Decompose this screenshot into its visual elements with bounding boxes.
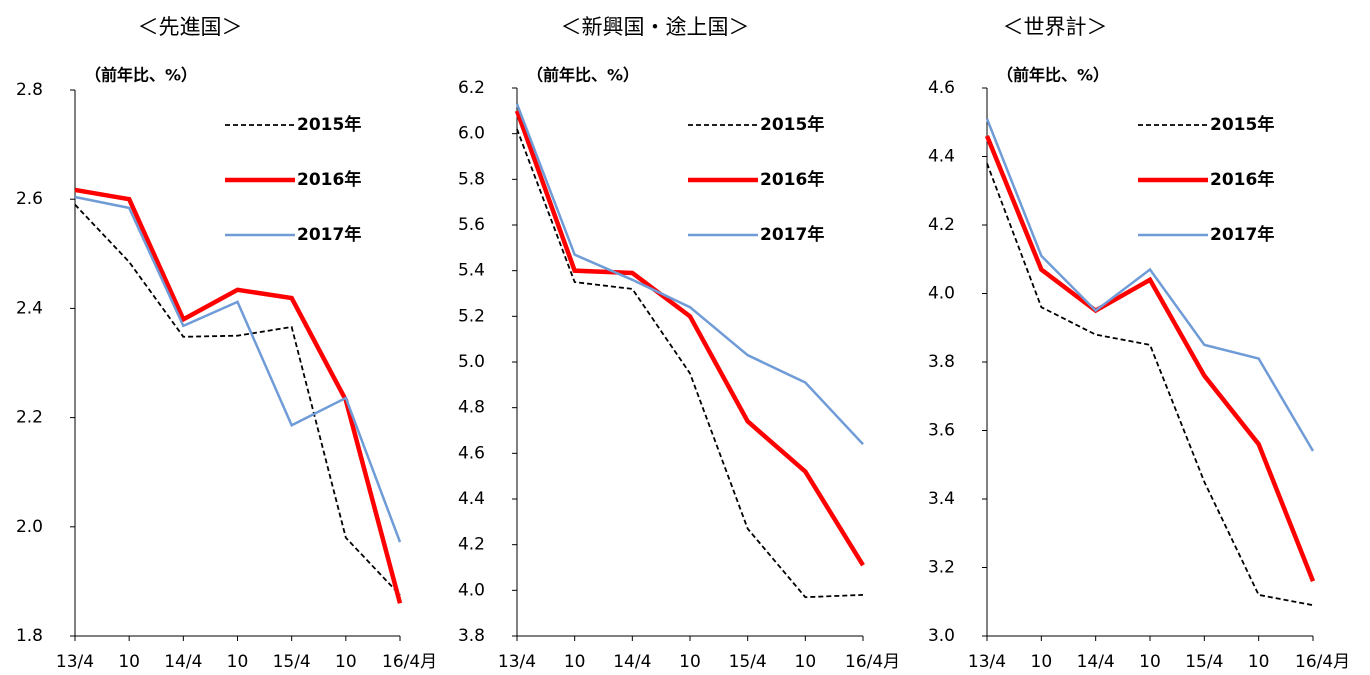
y-tick-label: 4.4: [928, 147, 955, 167]
x-tick-label: 16/4月: [382, 652, 437, 672]
y-tick-label: 4.6: [458, 443, 485, 463]
x-tick-label: 16/4月: [1295, 652, 1350, 672]
series-line: [516, 128, 864, 599]
y-tick-label: 5.8: [458, 169, 485, 189]
x-tick-label: 15/4: [729, 652, 767, 672]
y-tick-label: 4.8: [458, 398, 485, 418]
x-tick-label: 13/4: [498, 652, 536, 672]
y-tick-label: 2.0: [16, 517, 43, 537]
y-tick-label: 3.8: [458, 626, 485, 646]
y-tick-label: 3.6: [928, 421, 955, 441]
legend-label: 2016年: [297, 169, 361, 190]
series-line: [985, 118, 1315, 452]
y-tick-label: 4.2: [458, 535, 485, 555]
x-tick-label: 10: [1139, 652, 1161, 672]
x-tick-label: 10: [795, 652, 817, 672]
x-tick-label: 15/4: [1185, 652, 1223, 672]
y-tick-label: 6.2: [458, 78, 485, 98]
series-line: [74, 195, 402, 543]
legend-label: 2016年: [1210, 169, 1274, 190]
series-line: [514, 110, 865, 567]
x-tick-label: 16/4月: [845, 652, 900, 672]
series-line: [74, 204, 401, 596]
y-tick-label: 4.4: [458, 489, 485, 509]
y-axis-label: （前年比、%）: [527, 66, 639, 85]
x-tick-label: 10: [1248, 652, 1270, 672]
series-line: [986, 163, 1314, 607]
x-tick-label: 14/4: [164, 652, 202, 672]
series-line: [984, 135, 1316, 583]
x-tick-label: 10: [1031, 652, 1053, 672]
y-tick-label: 4.2: [928, 215, 955, 235]
y-axis-label: （前年比、%）: [85, 66, 197, 85]
y-tick-label: 5.4: [458, 261, 485, 281]
y-tick-label: 5.0: [458, 352, 485, 372]
legend-label: 2015年: [1210, 114, 1274, 135]
legend-label: 2015年: [297, 114, 361, 135]
x-tick-label: 10: [118, 652, 140, 672]
x-tick-label: 10: [335, 652, 357, 672]
y-tick-label: 3.0: [928, 626, 955, 646]
legend-label: 2015年: [760, 114, 824, 135]
legend-label: 2017年: [297, 224, 361, 245]
series-line: [515, 103, 864, 446]
y-tick-label: 5.6: [458, 215, 485, 235]
x-tick-label: 10: [564, 652, 586, 672]
y-tick-label: 3.2: [928, 558, 955, 578]
x-tick-label: 10: [227, 652, 249, 672]
legend-label: 2017年: [760, 224, 824, 245]
x-tick-label: 13/4: [968, 652, 1006, 672]
x-tick-label: 10: [679, 652, 701, 672]
x-tick-label: 13/4: [56, 652, 94, 672]
y-tick-label: 1.8: [16, 626, 43, 646]
chart-title: ＜新興国・途上国＞: [561, 15, 750, 39]
y-tick-label: 3.8: [928, 352, 955, 372]
legend-label: 2016年: [760, 169, 824, 190]
x-tick-label: 14/4: [613, 652, 651, 672]
series-line: [74, 187, 403, 604]
y-tick-label: 4.6: [928, 78, 955, 98]
y-tick-label: 2.8: [16, 80, 43, 100]
y-tick-label: 6.0: [458, 124, 485, 144]
y-tick-label: 2.2: [16, 408, 43, 428]
y-tick-label: 4.0: [928, 284, 955, 304]
x-tick-label: 15/4: [273, 652, 311, 672]
chart-title: ＜先進国＞: [138, 15, 243, 39]
legend-label: 2017年: [1210, 224, 1274, 245]
y-tick-label: 3.4: [928, 489, 955, 509]
y-tick-label: 5.2: [458, 306, 485, 326]
chart-title: ＜世界計＞: [1003, 15, 1108, 39]
y-tick-label: 4.0: [458, 580, 485, 600]
y-tick-label: 2.6: [16, 189, 43, 209]
x-tick-label: 14/4: [1077, 652, 1115, 672]
y-tick-label: 2.4: [16, 298, 43, 318]
y-axis-label: （前年比、%）: [997, 66, 1109, 85]
